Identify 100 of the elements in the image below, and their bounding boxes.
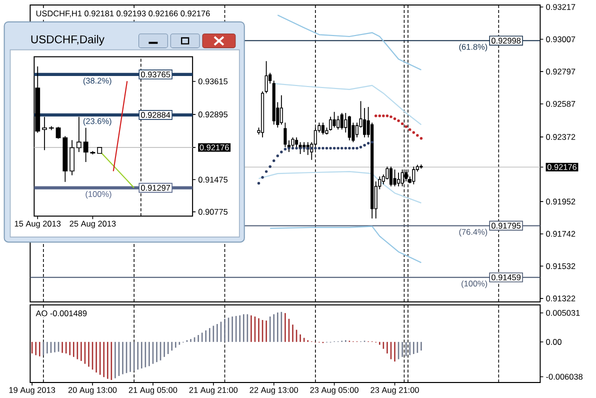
point: [280, 150, 283, 154]
line-series: [258, 170, 422, 204]
y-tick-label: 0.92587: [546, 100, 576, 107]
y-tick-label: 0.91952: [546, 198, 576, 204]
candlestick: [336, 115, 340, 130]
point: [420, 136, 423, 140]
point: [336, 146, 340, 150]
candlestick: [412, 166, 416, 185]
candlestick: [264, 60, 268, 94]
annotation: (100%): [86, 190, 112, 198]
point: [382, 114, 385, 118]
point: [284, 148, 287, 150]
ref-line-label: 0.92884: [141, 112, 170, 118]
y-tick-label: 0.005031: [546, 310, 580, 316]
candlestick: [321, 122, 325, 135]
x-tick-label: 19 Aug 2013: [9, 386, 56, 394]
annotation: (23.6%): [83, 118, 112, 126]
point: [314, 146, 317, 150]
point: [386, 114, 389, 118]
x-tick-label: 15 Aug 2013: [14, 220, 61, 228]
x-tick-label: 22 Aug 13:00: [250, 386, 298, 394]
y-tick-label: 0.93615: [198, 78, 228, 84]
point: [366, 142, 370, 144]
y-tick-label: 0.92176: [200, 144, 229, 150]
point: [348, 146, 351, 150]
point: [291, 146, 294, 150]
line-series: [270, 226, 422, 263]
y-tick-label: 0.91532: [546, 263, 576, 269]
point: [352, 146, 355, 150]
point: [325, 146, 328, 150]
ref-line-label: 0.91459: [492, 274, 521, 280]
y-tick-label: 0.00: [546, 338, 562, 345]
point: [295, 146, 298, 150]
annotation: (76.4%): [459, 228, 488, 236]
x-tick-label: 23 Aug 05:00: [310, 386, 358, 394]
point: [378, 114, 382, 118]
point: [397, 119, 400, 122]
candlestick: [295, 136, 298, 148]
candlestick: [363, 107, 366, 138]
candlestick: [56, 126, 61, 140]
point: [412, 130, 416, 134]
chart-title: USDCHF,Daily: [31, 34, 104, 46]
point: [318, 146, 321, 150]
x-tick-label: 20 Aug 13:00: [68, 386, 117, 394]
point: [276, 154, 280, 158]
point: [272, 159, 276, 162]
point: [332, 146, 336, 150]
y-tick-label: 0.91475: [198, 176, 228, 182]
point: [370, 140, 374, 144]
point: [356, 146, 358, 150]
y-tick-label: 0.91322: [546, 295, 576, 302]
point: [404, 125, 408, 128]
point: [390, 115, 392, 118]
point: [322, 146, 324, 150]
point: [257, 182, 260, 184]
x-tick-label: 21 Aug 05:00: [128, 386, 178, 394]
line-series: [277, 14, 422, 70]
ref-line-label: 0.93765: [141, 71, 170, 78]
point: [363, 144, 366, 146]
y-tick-label: 0.93007: [546, 36, 576, 42]
point: [400, 122, 404, 125]
point: [340, 146, 344, 150]
candlestick: [389, 166, 393, 187]
ref-line-label: 0.91297: [141, 184, 170, 191]
candlestick: [348, 115, 351, 141]
candlestick: [76, 116, 82, 152]
y-tick-label: 0.92895: [198, 111, 228, 118]
ref-line-label: 0.92998: [492, 38, 521, 44]
text: USDCHF,H1 0.92181 0.92193 0.92166 0.92176: [36, 10, 210, 18]
y-tick-label: 0.92176: [547, 164, 577, 170]
point: [344, 146, 348, 150]
annotation: (61.8%): [459, 44, 488, 52]
candlestick: [393, 168, 396, 187]
line-series: [273, 82, 422, 125]
point: [261, 176, 264, 179]
candlestick: [397, 172, 400, 187]
y-tick-label: 0.93217: [546, 4, 576, 10]
point: [268, 165, 272, 168]
point: [329, 146, 332, 150]
y-tick-label: 0.90775: [198, 208, 228, 214]
text: AO -0.001489: [36, 310, 87, 316]
point: [416, 134, 419, 137]
candlestick: [70, 139, 75, 176]
ref-line-label: 0.91795: [492, 222, 521, 228]
y-tick-label: -0.006038: [546, 374, 583, 380]
annotation: (38.2%): [83, 77, 112, 86]
point: [359, 146, 362, 148]
x-tick-label: 21 Aug 21:00: [189, 386, 238, 394]
point: [310, 146, 314, 150]
y-tick-label: 0.92797: [546, 68, 576, 74]
x-tick-label: 25 Aug 2013: [70, 220, 116, 228]
y-tick-label: 0.92372: [546, 134, 576, 140]
x-tick-label: 23 Aug 21:00: [370, 386, 419, 394]
point: [374, 114, 378, 118]
candlestick: [340, 112, 344, 130]
annotation: (100%): [462, 280, 488, 288]
candlestick: [42, 116, 47, 150]
candlestick: [332, 111, 336, 128]
y-tick-label: 0.91742: [546, 230, 576, 237]
point: [264, 170, 268, 173]
